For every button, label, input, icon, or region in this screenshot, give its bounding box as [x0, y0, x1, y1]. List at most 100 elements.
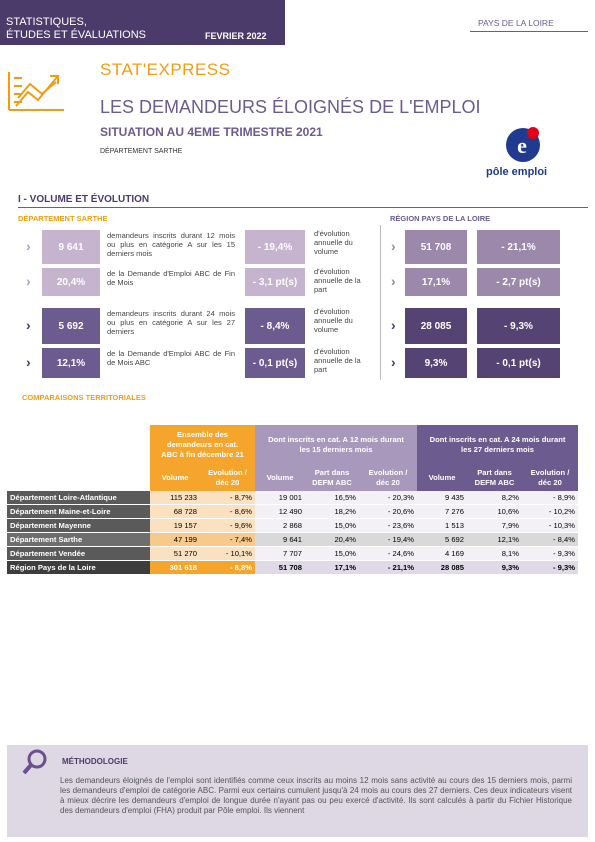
cell: - 24,6% — [359, 546, 417, 561]
region-value-box: 28 085 — [405, 308, 467, 344]
comparison-table: Ensemble des demandeurs en cat. ABC à fi… — [7, 425, 578, 575]
region-evolution-box: - 21,1% — [477, 230, 560, 264]
chevron: › — [26, 354, 31, 370]
svg-text:e: e — [517, 133, 527, 158]
cell: 301 618 — [150, 560, 200, 575]
methodology-title: MÉTHODOLOGIE — [62, 757, 128, 766]
separator — [380, 225, 381, 380]
brand: STAT'EXPRESS — [100, 60, 231, 79]
cell: 9 641 — [255, 532, 305, 547]
column-header: Volume — [255, 465, 305, 491]
evolution-box: - 8,4% — [245, 308, 305, 344]
evolution-description: d'évolution annuelle du volume — [314, 307, 353, 334]
cell: 8,1% — [467, 546, 522, 561]
cell: 7,9% — [467, 518, 522, 533]
cell: - 8,7% — [200, 491, 255, 505]
cell: - 21,1% — [359, 560, 417, 575]
cell: 28 085 — [417, 560, 467, 575]
region-evolution-box: - 9,3% — [477, 308, 560, 344]
region-evolution-box: - 2,7 pt(s) — [477, 268, 560, 296]
rule — [470, 31, 588, 32]
cell: 20,4% — [305, 532, 359, 547]
cell: - 9,6% — [200, 518, 255, 533]
empty-header — [7, 425, 150, 465]
empty-header — [7, 465, 150, 491]
evolution-description: d'évolution annuelle du volume — [314, 229, 353, 256]
cell: 8,2% — [467, 491, 522, 505]
cell: - 23,6% — [359, 518, 417, 533]
column-header: Evolution / déc 20 — [200, 465, 255, 491]
row-label: Département Maine-et-Loire — [7, 504, 150, 519]
section-title: I - VOLUME ET ÉVOLUTION — [18, 194, 150, 205]
chart-icon — [8, 72, 64, 111]
value-box: 5 692 — [42, 308, 100, 344]
cell: 115 233 — [150, 491, 200, 505]
table-row: Département Sarthe 47 199- 7,4% 9 641 20,4%… — [7, 532, 578, 547]
cell: - 8,6% — [200, 504, 255, 519]
table-row: Département Mayenne 19 157- 9,6% 2 868 15,0… — [7, 518, 578, 533]
cell: - 8,4% — [522, 532, 578, 547]
cell: - 10,2% — [522, 504, 578, 519]
value-box: 20,4% — [42, 268, 100, 296]
series-line: ÉTUDES ET ÉVALUATIONS — [6, 29, 146, 41]
header-band — [0, 0, 285, 45]
cell: 9 435 — [417, 491, 467, 505]
value-box: 9 641 — [42, 230, 100, 264]
cell: 7 707 — [255, 546, 305, 561]
row-label: Département Sarthe — [7, 532, 150, 547]
description: demandeurs inscrits durant 12 mois ou pl… — [107, 231, 235, 258]
region-evolution-box: - 0,1 pt(s) — [477, 348, 560, 378]
chevron: › — [26, 238, 31, 254]
title: LES DEMANDEURS ÉLOIGNÉS DE L'EMPLOI — [100, 97, 481, 117]
cell: 19 157 — [150, 518, 200, 533]
evolution-box: - 3,1 pt(s) — [245, 268, 305, 296]
column-header: Volume — [417, 465, 467, 491]
cell: 18,2% — [305, 504, 359, 519]
methodology-text: Les demandeurs éloignés de l'emploi sont… — [60, 776, 572, 815]
cell: - 9,3% — [522, 546, 578, 561]
rule — [18, 207, 588, 208]
region-value-box: 51 708 — [405, 230, 467, 264]
magnifier-icon — [22, 749, 47, 775]
cell: - 10,1% — [200, 546, 255, 561]
cell: 7 276 — [417, 504, 467, 519]
cell: 10,6% — [467, 504, 522, 519]
cell: - 9,3% — [522, 560, 578, 575]
table-row: Département Maine-et-Loire 68 728- 8,6% 12… — [7, 504, 578, 519]
methodology-box — [7, 745, 588, 837]
group-header: Ensemble des demandeurs en cat. ABC à fi… — [150, 425, 255, 465]
cell: 12,1% — [467, 532, 522, 547]
date: FEVRIER 2022 — [205, 31, 267, 41]
cell: 2 868 — [255, 518, 305, 533]
region-value-box: 17,1% — [405, 268, 467, 296]
description: de la Demande d'Emploi ABC de Fin de Moi… — [107, 269, 235, 287]
cell: 15,0% — [305, 518, 359, 533]
cell: 12 490 — [255, 504, 305, 519]
column-header: Evolution / déc 20 — [359, 465, 417, 491]
table-row: Région Pays de la Loire 301 618- 8,8% 51 7… — [7, 560, 578, 575]
row-label: Région Pays de la Loire — [7, 560, 150, 575]
cell: - 20,6% — [359, 504, 417, 519]
cell: 16,5% — [305, 491, 359, 505]
region-value-box: 9,3% — [405, 348, 467, 378]
series: STATISTIQUES, ÉTUDES ET ÉVALUATIONS — [6, 16, 146, 42]
evolution-description: d'évolution annuelle de la part — [314, 267, 361, 294]
chevron: › — [391, 273, 396, 289]
chevron: › — [26, 273, 31, 289]
column-header: Evolution / déc 20 — [522, 465, 578, 491]
cell: 47 199 — [150, 532, 200, 547]
group-header-row: Ensemble des demandeurs en cat. ABC à fi… — [7, 425, 578, 465]
cell: 1 513 — [417, 518, 467, 533]
column-header-row: Volume Evolution / déc 20 Volume Part dans … — [7, 465, 578, 491]
right-label: RÉGION PAYS DE LA LOIRE — [390, 214, 491, 223]
table-row: Département Vendée 51 270- 10,1% 7 707 15,0… — [7, 546, 578, 561]
row-label: Département Loire-Atlantique — [7, 491, 150, 505]
cell: - 8,9% — [522, 491, 578, 505]
evolution-description: d'évolution annuelle de la part — [314, 347, 361, 374]
chevron: › — [26, 317, 31, 333]
group-header: Dont inscrits en cat. A 24 mois durant l… — [417, 425, 578, 465]
left-label: DÉPARTEMENT SARTHE — [18, 214, 108, 223]
department: DÉPARTEMENT SARTHE — [100, 148, 183, 155]
chevron: › — [391, 317, 396, 333]
